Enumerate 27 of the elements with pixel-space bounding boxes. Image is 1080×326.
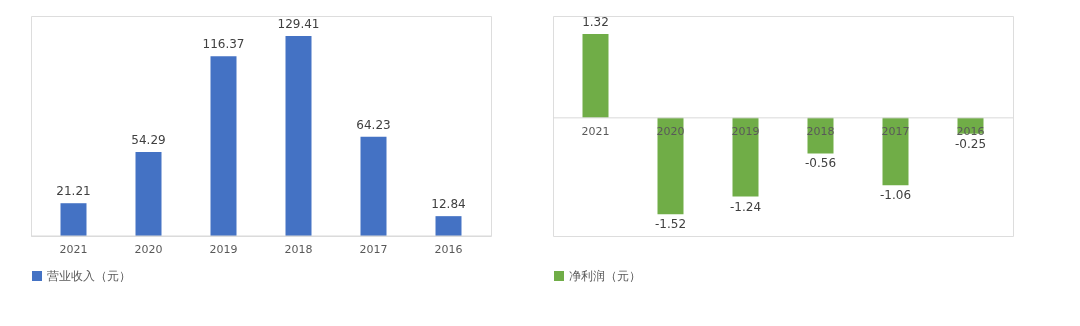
data-label: 21.21 bbox=[56, 184, 91, 199]
data-label: -0.56 bbox=[804, 156, 837, 171]
data-label: 64.23 bbox=[356, 117, 391, 132]
data-label: 116.37 bbox=[202, 37, 245, 52]
x-tick-label: 2016 bbox=[434, 243, 463, 256]
bar bbox=[210, 56, 237, 236]
bar bbox=[285, 36, 312, 236]
data-label: -1.06 bbox=[879, 188, 912, 203]
bar bbox=[435, 216, 462, 236]
bar bbox=[60, 203, 87, 236]
x-tick-label: 2021 bbox=[59, 243, 88, 256]
x-tick-label: 2019 bbox=[209, 243, 238, 256]
data-label: 129.41 bbox=[277, 17, 320, 31]
data-label: -1.24 bbox=[729, 199, 762, 214]
bar bbox=[135, 152, 162, 236]
data-label: 12.84 bbox=[431, 197, 466, 212]
x-tick-label: 2020 bbox=[134, 243, 163, 256]
data-label: -1.52 bbox=[654, 217, 687, 232]
legend-label: 营业收入（元） bbox=[47, 269, 131, 283]
x-tick-label: 2021 bbox=[581, 124, 610, 138]
x-tick-label: 2017 bbox=[359, 243, 388, 256]
legend-label: 净利润（元） bbox=[569, 269, 641, 283]
data-label: 1.32 bbox=[582, 15, 609, 30]
data-label: -0.25 bbox=[954, 136, 987, 151]
bar bbox=[360, 136, 387, 236]
data-label: 54.29 bbox=[131, 133, 166, 148]
x-tick-label: 2018 bbox=[284, 243, 313, 256]
